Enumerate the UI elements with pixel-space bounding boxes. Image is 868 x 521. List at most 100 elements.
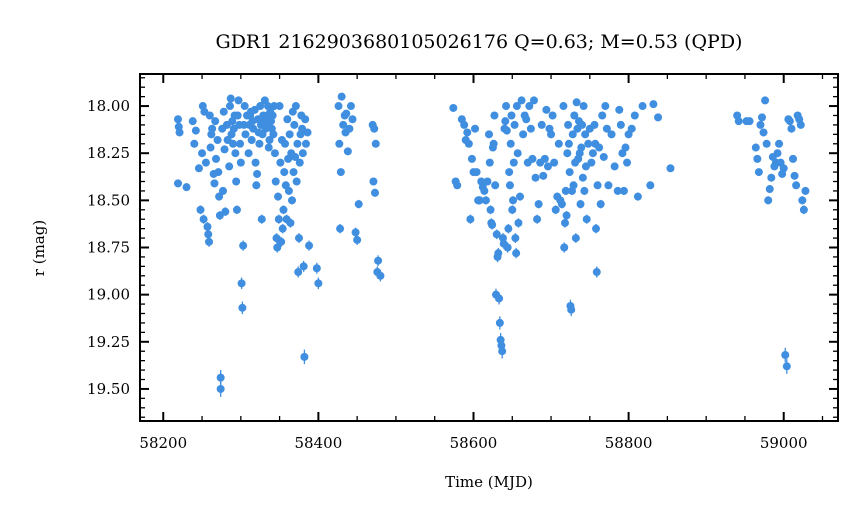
y-tick-label: 19.25 [87, 333, 130, 351]
data-point [570, 111, 579, 120]
data-point [619, 186, 628, 195]
data-point [633, 192, 642, 201]
data-point [590, 120, 599, 129]
data-point [505, 181, 514, 190]
data-point [346, 102, 355, 111]
data-point [543, 162, 552, 171]
data-point [251, 158, 260, 167]
x-tick-label: 58600 [450, 434, 498, 452]
data-point [505, 168, 514, 177]
data-point [486, 205, 495, 214]
data-point [300, 352, 309, 361]
data-point [339, 120, 348, 129]
data-point [247, 136, 256, 145]
data-point [621, 143, 630, 152]
data-point [565, 168, 574, 177]
data-point [781, 350, 790, 359]
data-point [255, 139, 264, 148]
data-point [602, 124, 611, 133]
data-point [613, 186, 622, 195]
data-point [501, 117, 510, 126]
data-point [215, 192, 224, 201]
data-point [292, 177, 301, 186]
data-point [510, 120, 519, 129]
data-point [236, 139, 245, 148]
data-point [295, 158, 304, 167]
data-point [581, 130, 590, 139]
data-point [336, 224, 345, 233]
data-point [205, 111, 214, 120]
data-point [588, 149, 597, 158]
data-point [453, 181, 462, 190]
data-point [376, 271, 385, 280]
data-point [268, 111, 277, 120]
data-point [601, 102, 610, 111]
data-point [595, 143, 604, 152]
data-point [492, 230, 501, 239]
data-point [273, 243, 282, 252]
data-point [560, 243, 569, 252]
data-point [638, 102, 647, 111]
data-point [182, 183, 191, 192]
data-point [466, 215, 475, 224]
data-point [646, 181, 655, 190]
data-point [775, 139, 784, 148]
y-tick-label: 18.00 [87, 97, 130, 115]
data-point [285, 130, 294, 139]
data-point [767, 173, 776, 182]
data-point [503, 243, 512, 252]
chart-title: GDR1 2162903680105026176 Q=0.63; M=0.53 … [216, 31, 743, 53]
data-point [488, 220, 497, 229]
data-point [471, 124, 480, 133]
data-point [232, 177, 241, 186]
data-point [216, 373, 225, 382]
data-point [351, 228, 360, 237]
data-point [269, 130, 278, 139]
data-point [343, 147, 352, 156]
data-point [762, 139, 771, 148]
data-point [489, 139, 498, 148]
data-point [799, 205, 808, 214]
data-point [278, 224, 287, 233]
data-point [374, 256, 383, 265]
data-point [666, 164, 675, 173]
data-point [564, 139, 573, 148]
data-point [504, 224, 513, 233]
data-point [539, 171, 548, 180]
data-point [506, 139, 515, 148]
data-point [198, 149, 207, 158]
data-point [464, 139, 473, 148]
data-point [533, 215, 542, 224]
data-point [792, 181, 801, 190]
data-point [283, 115, 292, 124]
data-point [279, 205, 288, 214]
data-point [516, 192, 525, 201]
data-point [554, 139, 563, 148]
data-point [265, 136, 274, 145]
data-point [734, 117, 743, 126]
data-point [607, 130, 616, 139]
data-point [241, 130, 250, 139]
data-point [550, 158, 559, 167]
data-point [779, 164, 788, 173]
data-point [534, 200, 543, 209]
data-point [572, 98, 581, 107]
data-point [485, 130, 493, 139]
data-point [199, 215, 208, 224]
data-point [582, 215, 591, 224]
y-tick-label: 18.25 [87, 144, 130, 162]
data-point [485, 158, 494, 167]
data-point [342, 109, 351, 118]
data-point [205, 237, 214, 246]
data-point [281, 139, 290, 148]
data-point [610, 162, 619, 171]
data-point [208, 124, 217, 133]
data-point [512, 102, 521, 111]
data-point [244, 149, 253, 158]
data-point [204, 230, 213, 239]
data-point [563, 149, 572, 158]
data-point [290, 120, 299, 129]
data-point [301, 115, 310, 124]
data-point [569, 181, 578, 190]
